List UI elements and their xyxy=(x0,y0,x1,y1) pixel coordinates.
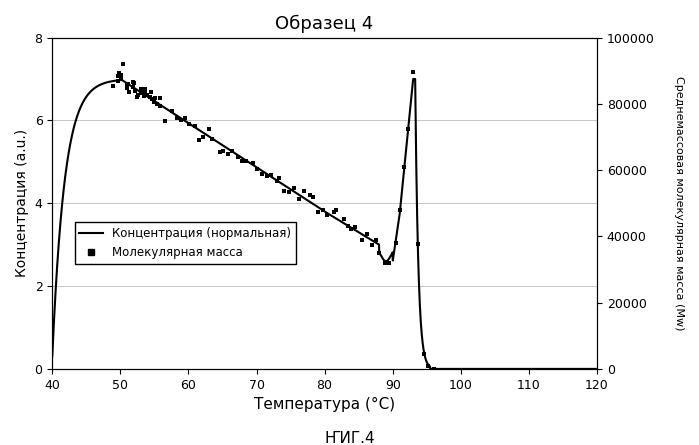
Point xyxy=(159,117,171,125)
Point xyxy=(207,135,218,142)
Point xyxy=(328,209,339,216)
Point xyxy=(129,88,140,95)
Point xyxy=(294,195,305,202)
Point xyxy=(217,147,228,154)
Point xyxy=(117,60,128,67)
Point xyxy=(226,147,238,154)
Point xyxy=(257,170,268,178)
Point xyxy=(131,93,142,101)
Point xyxy=(124,88,135,95)
Y-axis label: Концентрация (a.u.): Концентрация (a.u.) xyxy=(15,129,29,277)
Y-axis label: Среднемассовая молекулярная масса (Mw): Среднемассовая молекулярная масса (Mw) xyxy=(674,76,684,331)
Point xyxy=(408,69,419,76)
Point xyxy=(128,80,139,87)
Point xyxy=(148,98,159,105)
Point xyxy=(394,206,405,213)
Point xyxy=(175,116,187,123)
Point xyxy=(289,184,300,191)
Point xyxy=(166,107,178,114)
X-axis label: Температура (°C): Температура (°C) xyxy=(254,397,395,412)
Point xyxy=(114,69,125,77)
Point xyxy=(237,158,248,165)
Point xyxy=(198,134,209,141)
Point xyxy=(380,259,391,267)
Point xyxy=(338,215,350,222)
Point xyxy=(171,114,182,121)
Point xyxy=(322,212,333,219)
Point xyxy=(232,154,243,161)
Point xyxy=(343,222,354,229)
Point xyxy=(252,166,263,173)
Point xyxy=(154,95,166,102)
Point xyxy=(247,159,259,166)
Point xyxy=(139,85,150,93)
Point xyxy=(423,362,434,369)
Point xyxy=(345,226,356,233)
Point xyxy=(312,208,324,215)
Point xyxy=(194,137,205,144)
Point xyxy=(138,93,149,100)
Point xyxy=(150,95,161,102)
Point xyxy=(273,175,284,182)
Point xyxy=(318,207,329,214)
Point xyxy=(398,164,410,171)
Text: ҤИГ.4: ҤИГ.4 xyxy=(324,431,375,445)
Point xyxy=(145,93,156,100)
Point xyxy=(374,250,385,257)
Point xyxy=(136,85,147,92)
Point xyxy=(122,85,133,92)
Point xyxy=(383,260,394,267)
Point xyxy=(240,157,252,164)
Point xyxy=(366,241,377,248)
Point xyxy=(428,365,440,372)
Point xyxy=(121,81,132,89)
Point xyxy=(331,206,342,214)
Point xyxy=(108,83,119,90)
Point xyxy=(402,126,413,133)
Point xyxy=(390,239,401,246)
Point xyxy=(266,172,277,179)
Title: Образец 4: Образец 4 xyxy=(275,15,374,33)
Point xyxy=(371,236,382,243)
Point xyxy=(128,84,139,91)
Point xyxy=(154,103,166,110)
Point xyxy=(283,189,294,196)
Point xyxy=(203,126,215,133)
Point xyxy=(179,115,190,122)
Legend: Концентрация (нормальная), Молекулярная масса: Концентрация (нормальная), Молекулярная … xyxy=(75,222,296,264)
Point xyxy=(298,187,309,194)
Point xyxy=(115,72,127,79)
Point xyxy=(145,89,157,96)
Point xyxy=(115,74,127,81)
Point xyxy=(304,191,315,198)
Point xyxy=(127,78,138,85)
Point xyxy=(271,177,282,184)
Point xyxy=(112,72,123,79)
Point xyxy=(152,101,163,108)
Point xyxy=(133,91,144,98)
Point xyxy=(141,92,152,99)
Point xyxy=(279,187,290,194)
Point xyxy=(146,95,157,102)
Point xyxy=(140,89,151,96)
Point xyxy=(308,194,319,201)
Point xyxy=(361,231,373,238)
Point xyxy=(135,89,146,97)
Point xyxy=(214,148,225,155)
Point xyxy=(183,121,194,128)
Point xyxy=(223,150,234,158)
Point xyxy=(350,223,361,231)
Point xyxy=(113,77,124,84)
Point xyxy=(122,81,134,88)
Point xyxy=(356,237,368,244)
Point xyxy=(189,123,201,130)
Point xyxy=(412,240,424,247)
Point xyxy=(419,350,430,357)
Point xyxy=(261,173,273,180)
Point xyxy=(151,101,162,108)
